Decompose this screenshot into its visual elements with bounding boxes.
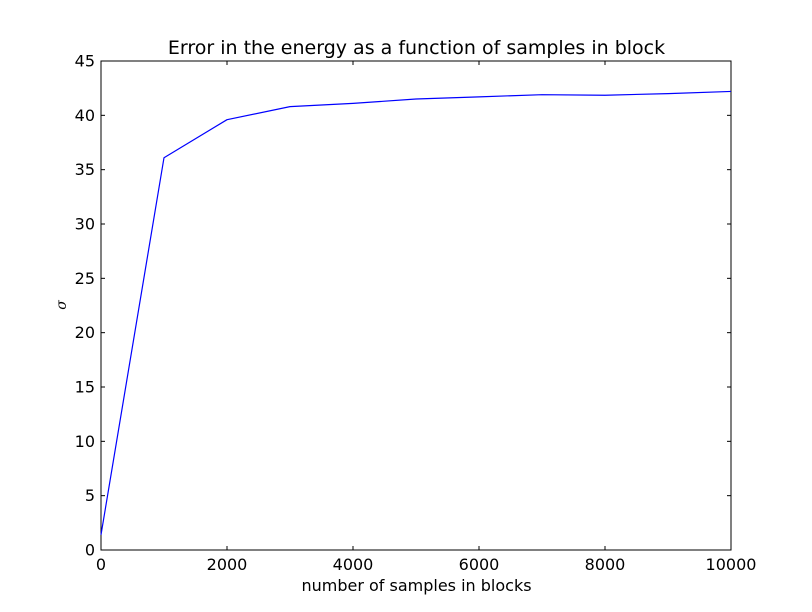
y-tick-label-8: 40 xyxy=(75,106,95,125)
plot-area: 0 2000 4000 6000 8000 10000 0 5 10 15 20 25 30 35 40 45 xyxy=(75,52,757,575)
y-tick-label-4: 20 xyxy=(75,323,95,342)
y-tick-label-5: 25 xyxy=(75,269,95,288)
x-tick-label-2: 4000 xyxy=(333,555,374,574)
x-tick-label-1: 2000 xyxy=(207,555,248,574)
y-tick-label-2: 10 xyxy=(75,432,95,451)
x-tick-label-3: 6000 xyxy=(459,555,500,574)
x-tick-label-0: 0 xyxy=(96,555,106,574)
y-tick-label-7: 35 xyxy=(75,160,95,179)
chart-title: Error in the energy as a function of sam… xyxy=(168,37,665,59)
y-tick-label-9: 45 xyxy=(75,52,95,71)
y-tick-label-1: 5 xyxy=(85,486,95,505)
x-axis-label: number of samples in blocks xyxy=(301,576,531,595)
series-line-0 xyxy=(100,90,732,535)
y-tick-label-3: 15 xyxy=(75,378,95,397)
ticks-layer: 0 2000 4000 6000 8000 10000 0 5 10 15 20 25 30 35 40 45 xyxy=(75,52,757,575)
y-axis-label: σ xyxy=(54,300,70,310)
plot-frame xyxy=(100,60,732,551)
y-tick-label-6: 30 xyxy=(75,215,95,234)
x-tick-label-5: 10000 xyxy=(706,555,757,574)
y-tick-label-0: 0 xyxy=(85,541,95,560)
series-layer xyxy=(100,90,732,535)
x-tick-label-4: 8000 xyxy=(585,555,626,574)
